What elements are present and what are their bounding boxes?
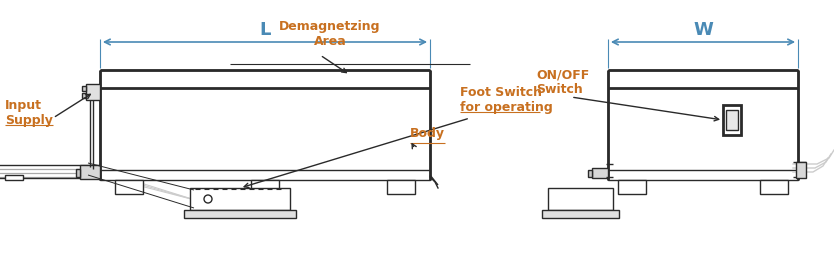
- Bar: [618, 180, 646, 194]
- Text: Input
Supply: Input Supply: [5, 99, 53, 127]
- Bar: [796, 162, 806, 178]
- Bar: [190, 188, 290, 210]
- Bar: [100, 70, 430, 180]
- Text: L: L: [259, 21, 271, 39]
- Bar: [723, 105, 741, 135]
- Bar: [608, 70, 798, 180]
- Bar: [82, 86, 86, 91]
- Bar: [588, 170, 592, 177]
- Bar: [86, 84, 100, 100]
- Bar: [184, 210, 296, 218]
- Bar: [548, 188, 613, 210]
- Bar: [5, 175, 23, 180]
- Bar: [760, 180, 788, 194]
- Text: Body: Body: [410, 126, 445, 139]
- Bar: [387, 180, 415, 194]
- Bar: [76, 169, 80, 177]
- Text: Foot Switch
for operating: Foot Switch for operating: [460, 86, 553, 114]
- Text: W: W: [693, 21, 713, 39]
- Bar: [82, 93, 86, 98]
- Bar: [115, 180, 143, 194]
- Bar: [592, 168, 608, 178]
- Text: ON/OFF
Switch: ON/OFF Switch: [536, 68, 590, 96]
- Bar: [251, 180, 279, 194]
- Bar: [542, 210, 619, 218]
- Circle shape: [204, 195, 212, 203]
- Bar: [726, 110, 738, 130]
- Bar: [80, 165, 100, 179]
- Text: Demagnetzing
Area: Demagnetzing Area: [279, 20, 381, 48]
